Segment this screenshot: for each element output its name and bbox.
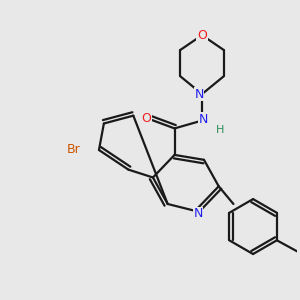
- Text: Br: Br: [67, 143, 80, 157]
- Text: H: H: [216, 125, 224, 135]
- Text: N: N: [199, 112, 208, 126]
- Text: N: N: [194, 88, 204, 100]
- Text: O: O: [197, 29, 207, 42]
- Text: N: N: [194, 207, 203, 220]
- Text: O: O: [142, 112, 152, 125]
